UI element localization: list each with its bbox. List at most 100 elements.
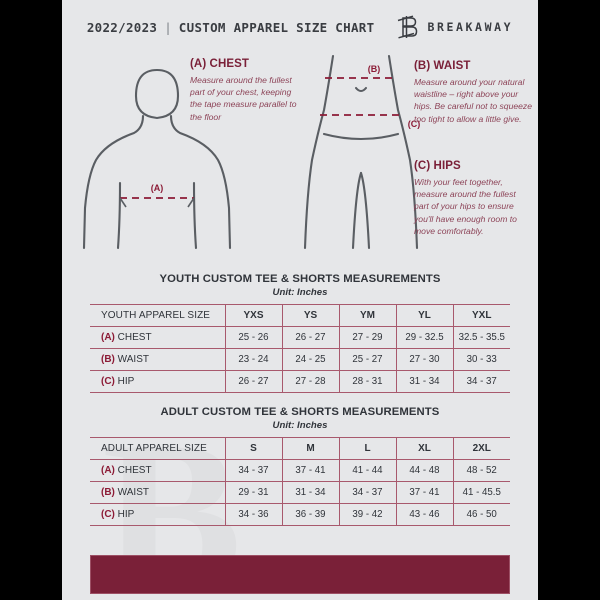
measurement-diagram: (A) (B) (C) (A) CHEST Measure around the…: [62, 48, 538, 270]
youth-col-0: YXS: [224, 304, 283, 327]
adult-r0c3: 44 - 48: [395, 459, 454, 482]
youth-col-1: YS: [281, 304, 340, 327]
youth-row-1-tag: (B): [101, 354, 115, 365]
callout-hips: (C) HIPS With your feet together, measur…: [414, 160, 532, 237]
adult-table-title: ADULT CUSTOM TEE & SHORTS MEASUREMENTS: [160, 406, 440, 418]
adult-row-1-label: (B) WAIST: [90, 481, 226, 504]
adult-r2c3: 43 - 46: [395, 503, 454, 526]
youth-row-0-name: CHEST: [117, 332, 152, 343]
youth-row-0-tag: (A): [101, 332, 115, 343]
youth-r1c4: 30 - 33: [452, 348, 510, 371]
table-row: (B) WAIST 23 - 24 24 - 25 25 - 27 27 - 3…: [90, 348, 510, 371]
footer-color-band: [90, 555, 510, 594]
adult-row-0-tag: (A): [101, 465, 115, 476]
table-header-row: YOUTH APPAREL SIZE YXS YS YM YL YXL: [90, 304, 510, 327]
chest-tick-left: [119, 197, 127, 208]
youth-r2c0: 26 - 27: [224, 370, 283, 393]
adult-col-3: XL: [395, 437, 454, 460]
youth-row-2-tag: (C): [101, 376, 115, 387]
adult-row-0-name: CHEST: [117, 465, 152, 476]
callout-waist-heading: (B) WAIST: [414, 60, 471, 72]
adult-r0c0: 34 - 37: [224, 459, 283, 482]
youth-col-4: YXL: [452, 304, 510, 327]
youth-measurements-section: YOUTH CUSTOM TEE & SHORTS MEASUREMENTS U…: [90, 273, 510, 393]
youth-col-3: YL: [395, 304, 454, 327]
youth-row-2-label: (C) HIP: [90, 370, 226, 393]
table-row: (B) WAIST 29 - 31 31 - 34 34 - 37 37 - 4…: [90, 481, 510, 504]
youth-r2c4: 34 - 37: [452, 370, 510, 393]
youth-r0c4: 32.5 - 35.5: [452, 326, 510, 349]
youth-row-1-name: WAIST: [117, 354, 149, 365]
adult-r2c4: 46 - 50: [452, 503, 510, 526]
adult-r1c3: 37 - 41: [395, 481, 454, 504]
youth-row-1-label: (B) WAIST: [90, 348, 226, 371]
adult-r2c1: 36 - 39: [281, 503, 340, 526]
chest-tick-right: [187, 197, 195, 208]
youth-r1c1: 24 - 25: [281, 348, 340, 371]
adult-row-2-label: (C) HIP: [90, 503, 226, 526]
youth-r0c3: 29 - 32.5: [395, 326, 454, 349]
youth-col-2: YM: [338, 304, 397, 327]
youth-r0c2: 27 - 29: [338, 326, 397, 349]
adult-size-header: ADULT APPAREL SIZE: [90, 437, 226, 460]
adult-row-2-name: HIP: [117, 509, 135, 520]
youth-r2c3: 31 - 34: [395, 370, 454, 393]
brand-name: BREAKAWAY: [427, 20, 514, 34]
callout-chest: (A) CHEST Measure around the fullest par…: [190, 58, 302, 123]
callout-chest-body: Measure around the fullest part of your …: [190, 75, 297, 122]
adult-r1c4: 41 - 45.5: [452, 481, 510, 504]
youth-r2c2: 28 - 31: [338, 370, 397, 393]
waist-marker-label: (B): [368, 64, 381, 74]
adult-col-4: 2XL: [452, 437, 510, 460]
header-separator: |: [164, 19, 172, 35]
breakaway-b-monogram-icon: [398, 15, 418, 39]
youth-r0c0: 25 - 26: [224, 326, 283, 349]
adult-r2c2: 39 - 42: [338, 503, 397, 526]
adult-row-1-name: WAIST: [117, 487, 149, 498]
adult-row-1-tag: (B): [101, 487, 115, 498]
table-header-row: ADULT APPAREL SIZE S M L XL 2XL: [90, 437, 510, 460]
callout-chest-heading: (A) CHEST: [190, 58, 250, 70]
callout-waist: (B) WAIST Measure around your natural wa…: [414, 60, 532, 125]
youth-table-title: YOUTH CUSTOM TEE & SHORTS MEASUREMENTS: [159, 273, 441, 285]
body-figures-illustration: (A) (B) (C): [82, 54, 421, 250]
youth-r1c3: 27 - 30: [395, 348, 454, 371]
adult-r0c2: 41 - 44: [338, 459, 397, 482]
adult-col-2: L: [338, 437, 397, 460]
table-row: (C) HIP 34 - 36 36 - 39 39 - 42 43 - 46 …: [90, 503, 510, 526]
youth-r2c1: 27 - 28: [281, 370, 340, 393]
youth-size-table: YOUTH APPAREL SIZE YXS YS YM YL YXL (A) …: [90, 304, 510, 393]
youth-row-2-name: HIP: [117, 376, 135, 387]
adult-measurements-section: ADULT CUSTOM TEE & SHORTS MEASUREMENTS U…: [90, 406, 510, 526]
table-row: (C) HIP 26 - 27 27 - 28 28 - 31 31 - 34 …: [90, 370, 510, 393]
brand-lockup: BREAKAWAY: [396, 14, 513, 40]
adult-size-table: ADULT APPAREL SIZE S M L XL 2XL (A) CHES…: [90, 437, 510, 526]
hips-marker-label: (C): [408, 119, 421, 129]
youth-r1c2: 25 - 27: [338, 348, 397, 371]
adult-r1c2: 34 - 37: [338, 481, 397, 504]
youth-r0c1: 26 - 27: [281, 326, 340, 349]
page-header: 2022/2023 | CUSTOM APPAREL SIZE CHART BR…: [62, 0, 538, 54]
adult-row-2-tag: (C): [101, 509, 115, 520]
upper-body-torso-figure: [82, 68, 232, 250]
youth-table-unit: Unit: Inches: [272, 287, 328, 298]
size-chart-page: B 2022/2023 | CUSTOM APPAREL SIZE CHART …: [62, 0, 538, 600]
header-season: 2022/2023: [86, 19, 158, 35]
youth-row-0-label: (A) CHEST: [90, 326, 226, 349]
table-row: (A) CHEST 34 - 37 37 - 41 41 - 44 44 - 4…: [90, 459, 510, 482]
callout-waist-body: Measure around your natural waistline – …: [414, 77, 533, 124]
adult-col-1: M: [281, 437, 340, 460]
adult-r1c0: 29 - 31: [224, 481, 283, 504]
adult-row-0-label: (A) CHEST: [90, 459, 226, 482]
youth-r1c0: 23 - 24: [224, 348, 283, 371]
adult-col-0: S: [224, 437, 283, 460]
adult-r0c4: 48 - 52: [452, 459, 510, 482]
adult-r0c1: 37 - 41: [281, 459, 340, 482]
adult-r2c0: 34 - 36: [224, 503, 283, 526]
youth-size-header: YOUTH APPAREL SIZE: [90, 304, 226, 327]
adult-r1c1: 31 - 34: [281, 481, 340, 504]
callout-hips-heading: (C) HIPS: [414, 160, 461, 172]
lower-body-hips-figure: [303, 54, 419, 250]
callout-hips-body: With your feet together, measure around …: [414, 177, 517, 236]
page-title: CUSTOM APPAREL SIZE CHART: [178, 19, 375, 35]
